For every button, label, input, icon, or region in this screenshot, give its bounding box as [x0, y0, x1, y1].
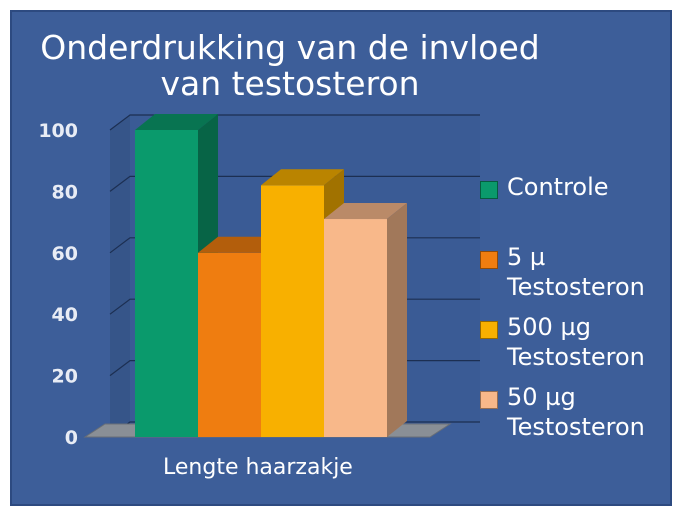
legend-label: 500 µg Testosteron [507, 312, 645, 372]
legend-label-line: Controle [507, 173, 609, 201]
bar-top [135, 114, 218, 130]
y-axis-ticks: 0 20 40 60 80 100 [38, 120, 78, 449]
legend-label: 50 µg Testosteron [507, 382, 645, 442]
y-tick-label: 100 [38, 120, 78, 142]
y-tick-label: 80 [52, 181, 78, 203]
bar-4 [324, 203, 407, 437]
y-tick-label: 20 [52, 366, 78, 388]
side-wall [110, 115, 130, 437]
bar-side [387, 203, 407, 437]
y-tick-label: 60 [52, 243, 78, 265]
legend-label: Controle [507, 172, 609, 202]
chart-title-line-1: Onderdrukking van de invloed [40, 28, 540, 67]
bar-front [324, 219, 387, 437]
bar-top [261, 169, 344, 186]
bar-top [324, 203, 407, 220]
bar-front [198, 252, 261, 437]
gridline [109, 114, 480, 131]
legend-swatch [480, 391, 498, 409]
legend-swatch [480, 251, 498, 269]
legend-label: 5 µ Testosteron [507, 242, 645, 302]
legend-label-line: Testosteron [507, 273, 645, 301]
legend-label-line: 5 µ [507, 243, 546, 271]
x-axis-label: Lengte haarzakje [163, 455, 353, 480]
legend-swatch [480, 181, 498, 199]
bar-front [261, 185, 324, 437]
gridline [109, 175, 480, 192]
chart-title-line-2: van testosteron [160, 64, 420, 103]
bar-top [198, 236, 281, 253]
legend-swatch [480, 321, 498, 339]
legend-label-line: Testosteron [507, 413, 645, 441]
legend-label-line: Testosteron [507, 343, 645, 371]
legend-label-line: 500 µg [507, 313, 591, 341]
legend-label-line: 50 µg [507, 383, 576, 411]
chart-title: Onderdrukking van de invloed van testost… [40, 30, 540, 102]
bars [135, 114, 407, 437]
y-tick-label: 40 [52, 304, 78, 326]
y-tick-label: 0 [65, 427, 78, 449]
bar-front [135, 130, 198, 437]
